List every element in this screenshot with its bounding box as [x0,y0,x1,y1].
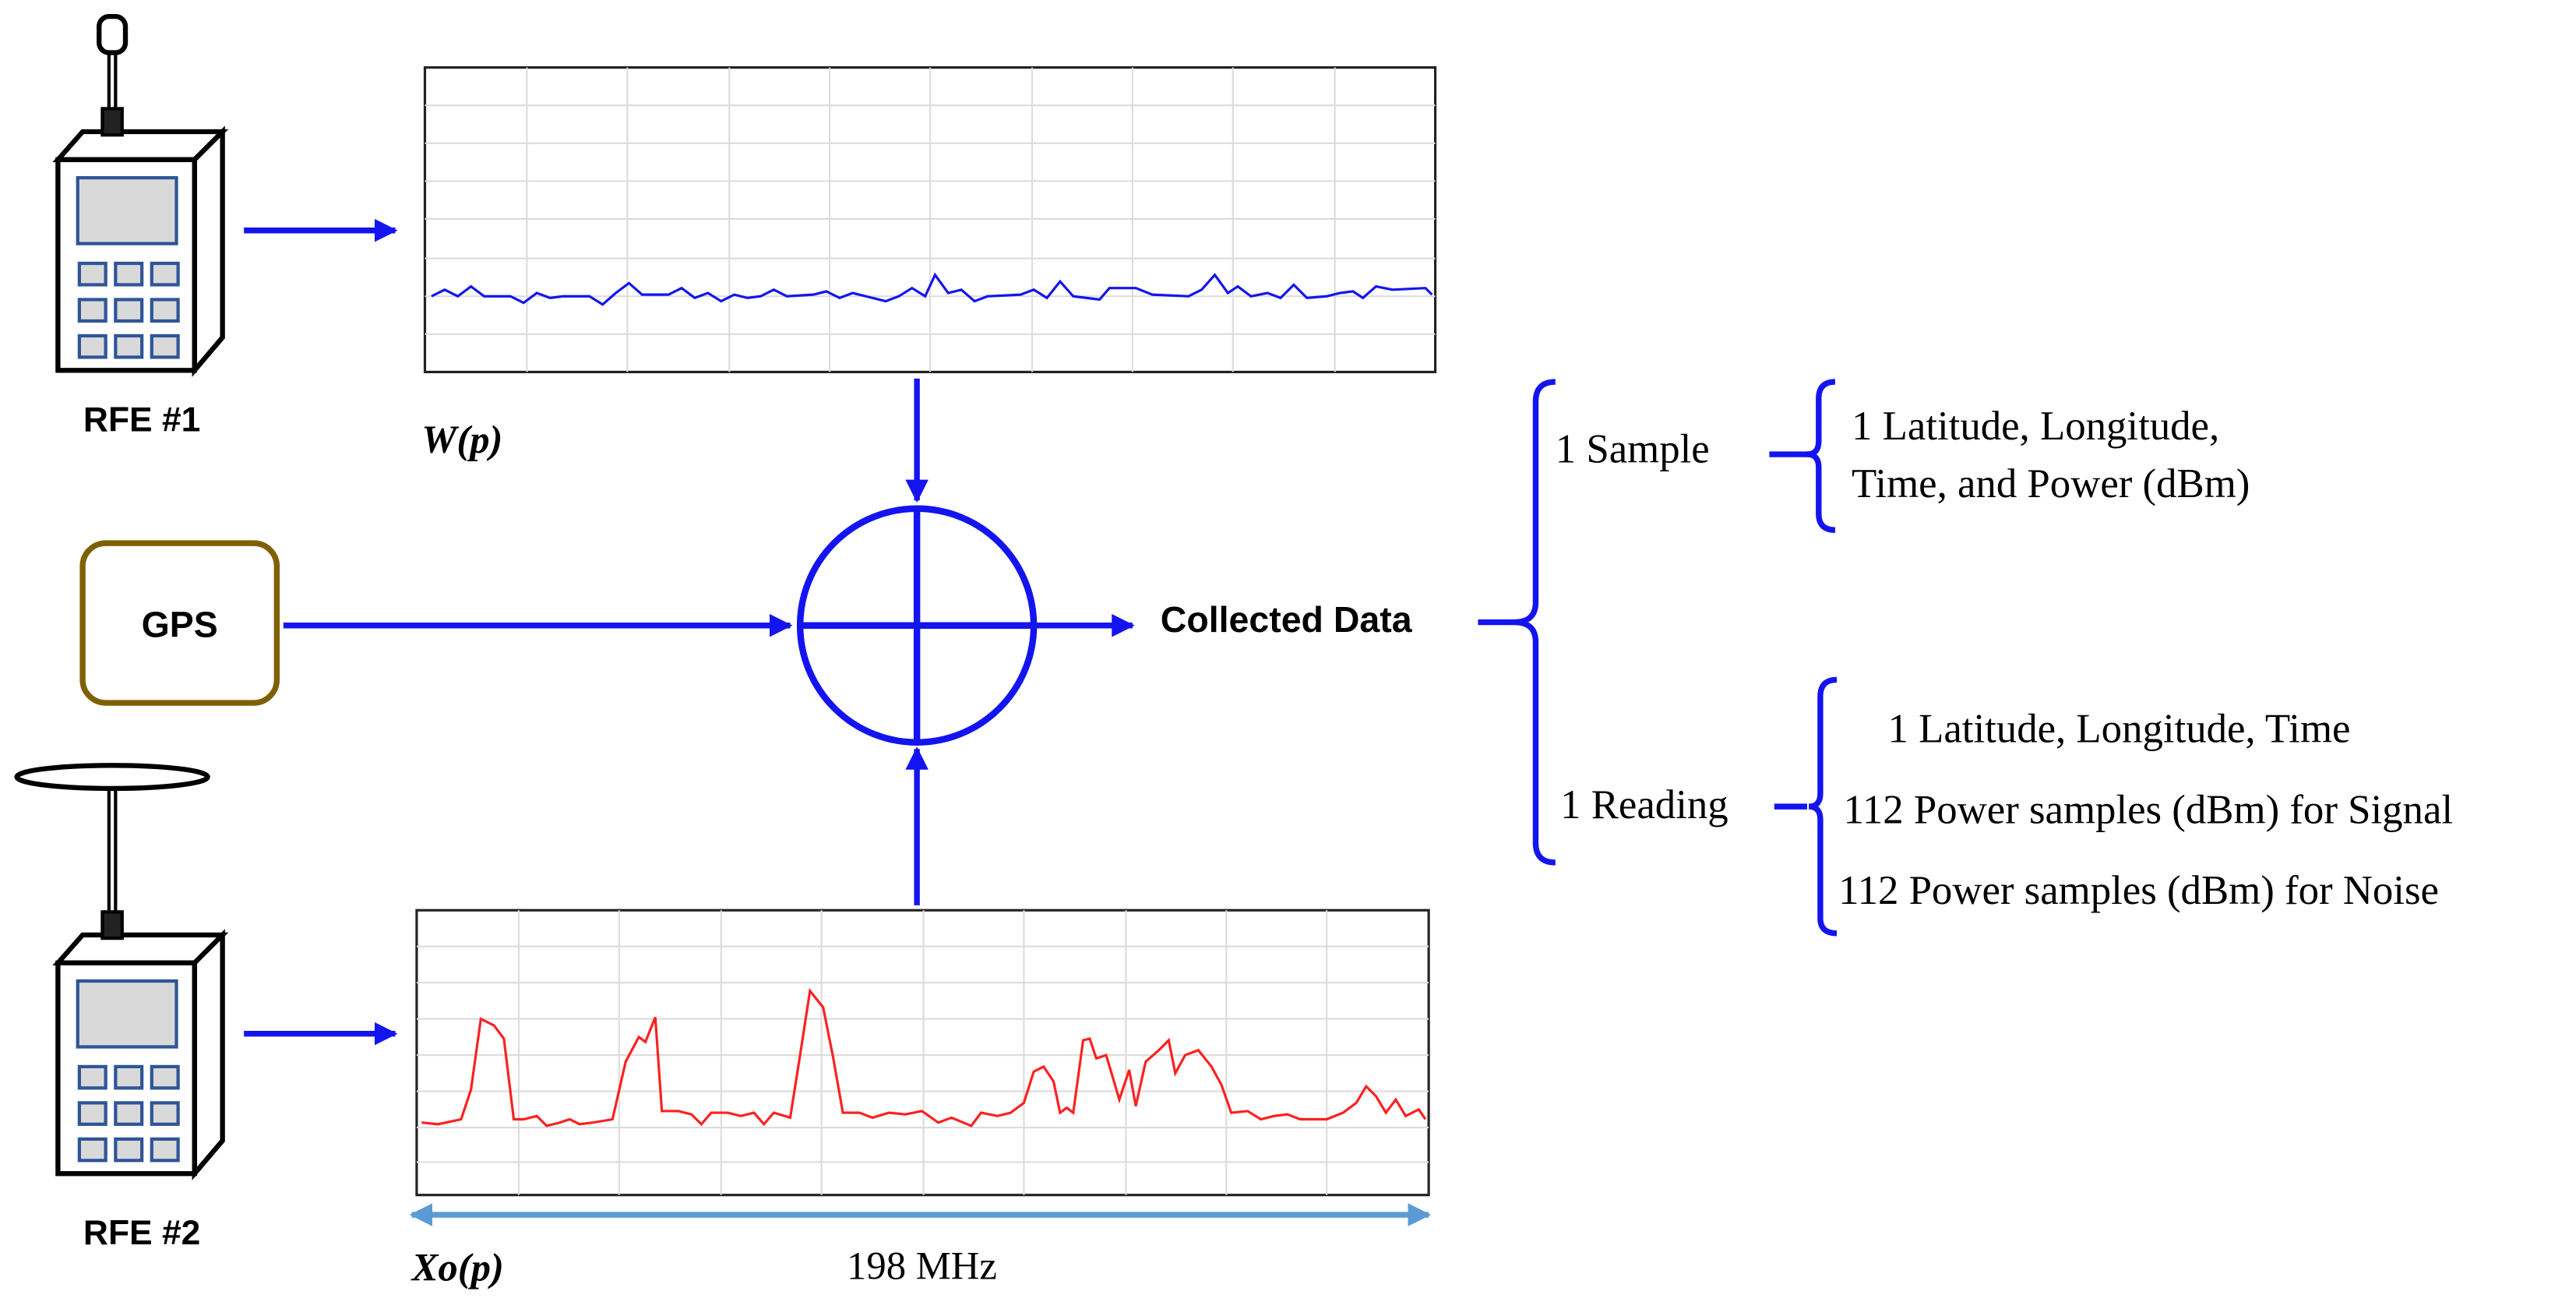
device-rfe-2 [14,763,223,1173]
device-label: RFE #1 [83,400,200,439]
gps-label: GPS [142,605,218,645]
reading-detail: 112 Power samples (dBm) for Noise [1838,868,2439,913]
reading-detail: 1 Latitude, Longitude, Time [1888,707,2351,752]
reading-detail: 112 Power samples (dBm) for Signal [1843,787,2453,832]
shape [14,763,210,792]
shape [58,132,222,370]
device-label: RFE #2 [83,1214,200,1252]
connectors [244,218,1135,1046]
bandwidth-label: 198 MHz [847,1244,997,1287]
plot-w [423,66,1437,374]
shape [1514,379,1556,866]
reading-label: 1 Reading [1560,782,1728,827]
shape [425,67,1436,372]
shape [431,272,1433,306]
sample-detail: 1 Latitude, Longitude, [1852,404,2219,449]
output-label: Collected Data [1161,599,1413,640]
shape [1808,676,1838,937]
shape [97,13,129,55]
braces [1478,379,1838,937]
plot-label: W(p) [421,418,502,461]
sample-detail: Time, and Power (dBm) [1852,461,2250,506]
plot-xo [415,909,1430,1197]
sample-label: 1 Sample [1556,427,1710,472]
shape [421,987,1427,1127]
gps-box [79,540,280,706]
shape [1806,379,1836,533]
plot-label: Xo(p) [411,1246,504,1290]
shape [100,910,124,940]
shape [58,935,222,1173]
combiner [796,505,1038,746]
device-rfe-1 [58,13,222,370]
shape [416,910,1429,1195]
shape [100,107,124,137]
